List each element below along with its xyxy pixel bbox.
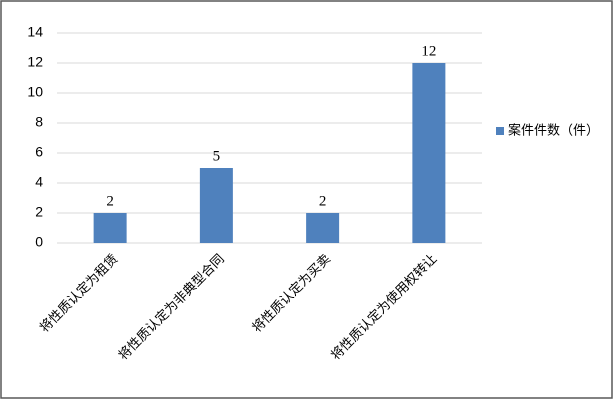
bar [306,213,340,243]
y-tick-label: 2 [35,204,43,220]
y-tick-label: 6 [35,144,43,160]
data-label: 2 [319,193,327,209]
legend-label: 案件件数（件） [508,124,599,139]
bar [199,168,233,243]
y-tick-label: 0 [35,234,43,250]
y-tick-label: 10 [27,84,43,100]
bar [412,63,446,243]
data-label: 12 [421,43,436,59]
y-tick-label: 12 [27,54,43,70]
legend-swatch [496,127,504,135]
y-tick-label: 14 [27,24,43,40]
y-tick-label: 8 [35,114,43,130]
data-label: 2 [106,193,114,209]
data-label: 5 [213,148,221,164]
bar [93,213,127,243]
y-tick-label: 4 [35,174,43,190]
